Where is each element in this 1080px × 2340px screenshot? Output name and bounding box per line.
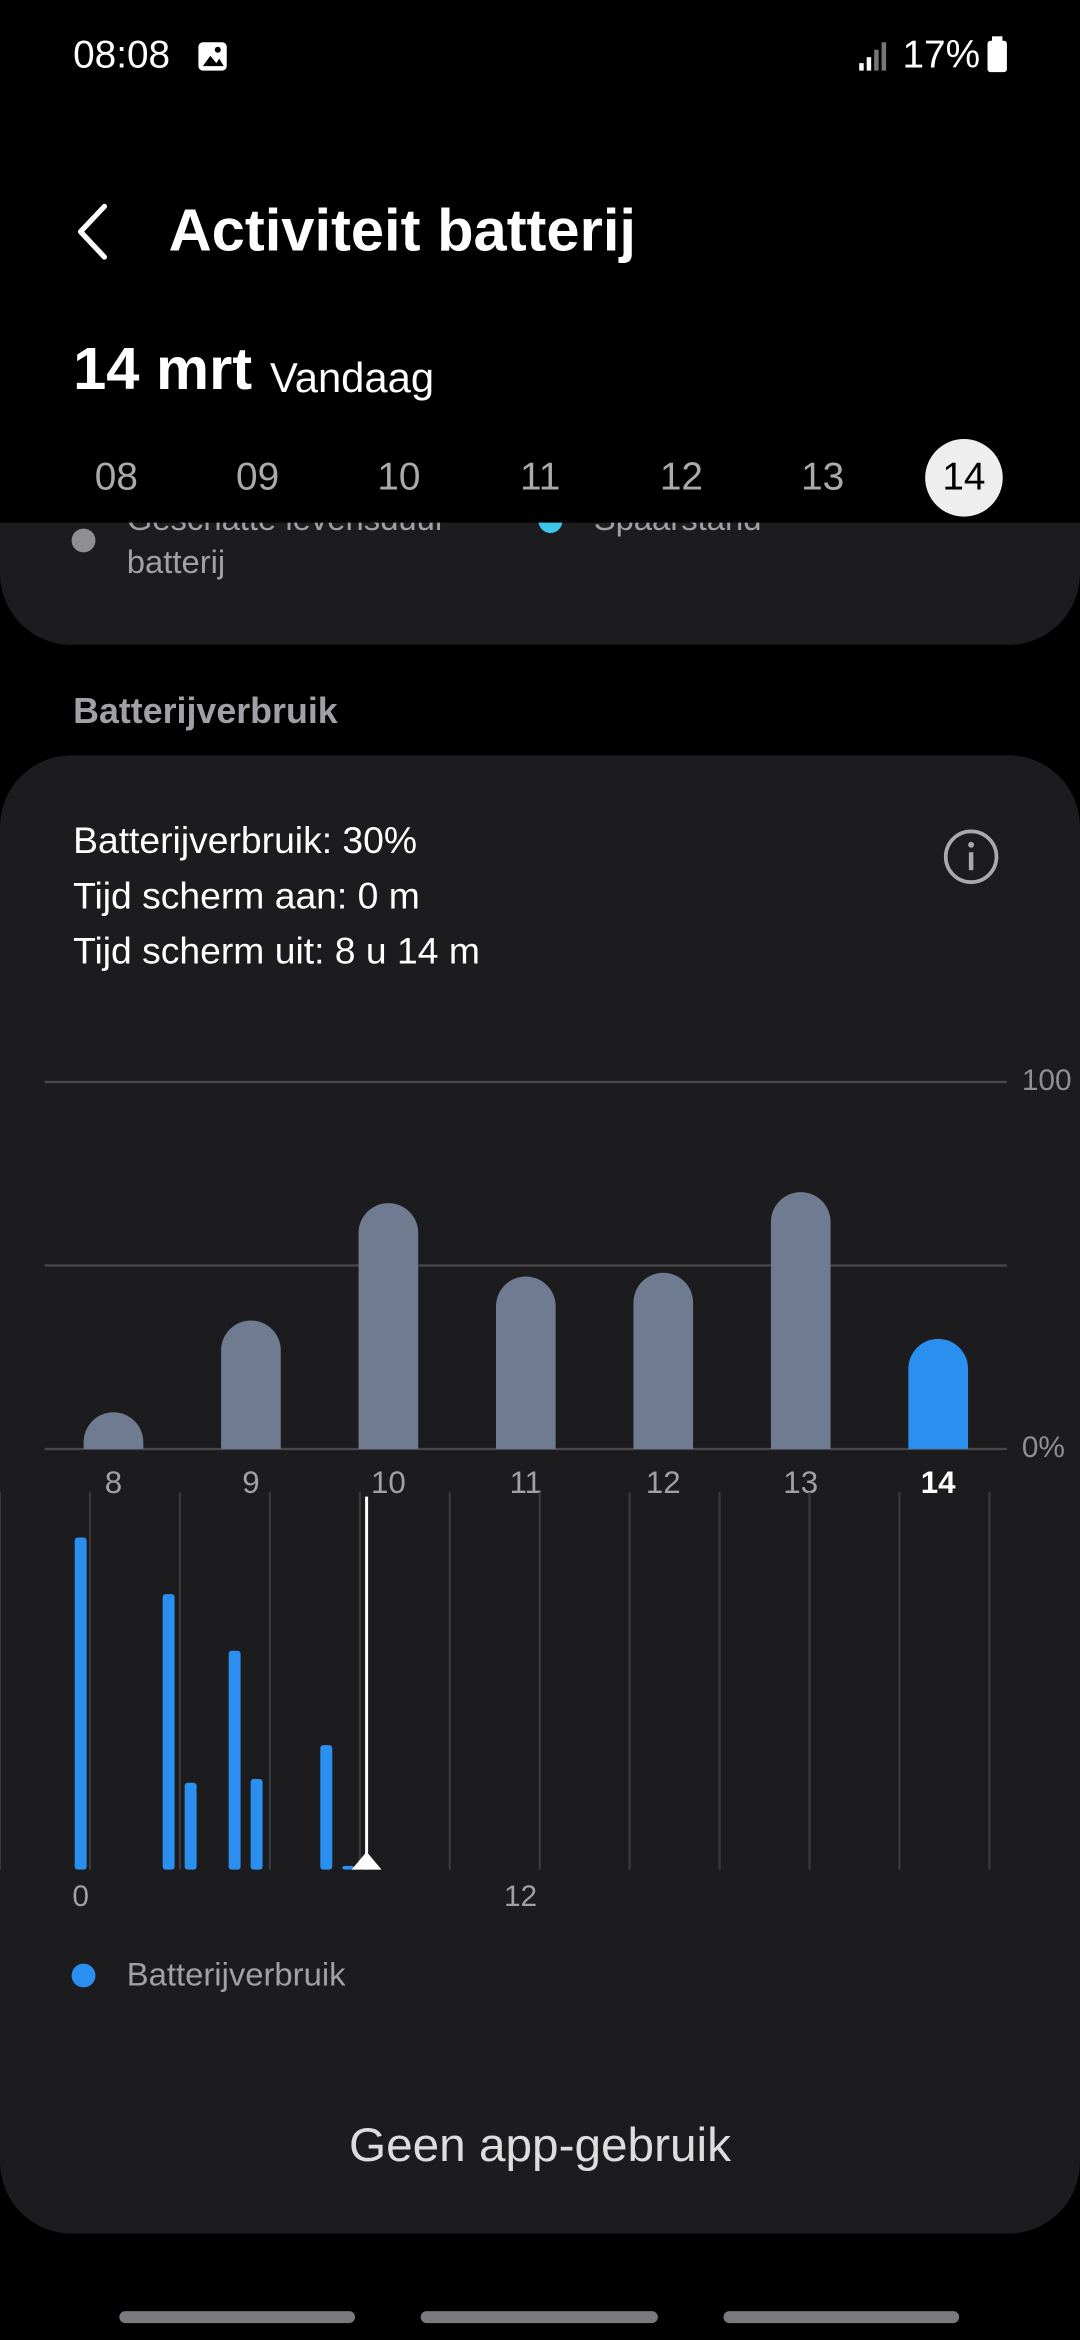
- legend-top-marker: [71, 528, 96, 553]
- legend-label: Batterijverbruik: [127, 1956, 346, 1993]
- legend-top-label: batterij: [127, 543, 225, 580]
- page-title: Activiteit batterij: [169, 196, 636, 263]
- empty-message: Geen app-gebruik: [349, 2119, 731, 2172]
- date-day: 14 mrt: [73, 335, 252, 402]
- day-option[interactable]: 10: [377, 456, 420, 499]
- signal-icon: [859, 42, 887, 71]
- y-tick-label: 0%: [1022, 1431, 1065, 1464]
- current-time-pointer: [351, 1851, 382, 1870]
- bar: [228, 1650, 241, 1870]
- bar: [495, 1276, 556, 1449]
- x-tick-label: 12: [646, 1465, 681, 1500]
- navigation-bar: [119, 2311, 960, 2324]
- x-tick-label: 12: [504, 1880, 537, 1913]
- section-title: Batterijverbruik: [73, 691, 338, 731]
- bar: [74, 1537, 87, 1870]
- bar: [83, 1412, 144, 1449]
- bar: [770, 1192, 831, 1449]
- summary-line: Tijd scherm aan: 0 m: [73, 874, 420, 916]
- hourly-chart: 0 12: [0, 1492, 991, 1913]
- daily-chart: 0% 100 8 9 10 11 12 13 14: [44, 1064, 1072, 1500]
- date-label: Vandaag: [270, 354, 434, 401]
- x-tick-label: 9: [242, 1465, 259, 1500]
- x-tick-label: 11: [510, 1465, 543, 1500]
- day-option[interactable]: 12: [660, 456, 703, 499]
- legend-marker: [71, 1963, 96, 1988]
- bar: [908, 1338, 969, 1449]
- status-time: 08:08: [73, 33, 170, 76]
- day-option[interactable]: 13: [801, 456, 844, 499]
- day-selector: 08 09 10 11 12 13 14: [95, 439, 1003, 517]
- day-option[interactable]: 11: [520, 456, 560, 499]
- day-option[interactable]: 09: [236, 456, 279, 499]
- status-battery: 17%: [902, 33, 980, 76]
- summary: Batterijverbruik: 30% Tijd scherm aan: 0 …: [73, 819, 480, 971]
- bar: [250, 1779, 263, 1870]
- battery-icon: [987, 36, 1007, 73]
- header-background: [0, 0, 1080, 523]
- bar: [221, 1320, 281, 1449]
- back-button[interactable]: [77, 203, 108, 260]
- y-tick-label: 100: [1022, 1064, 1072, 1097]
- gallery-icon: [198, 42, 227, 71]
- selected-day-highlight: [925, 439, 1003, 517]
- x-tick-label: 8: [105, 1465, 122, 1500]
- nav-recents[interactable]: [119, 2311, 356, 2324]
- nav-back[interactable]: [723, 2311, 960, 2324]
- summary-line: Batterijverbruik: 30%: [73, 819, 417, 861]
- x-tick-label: 10: [371, 1465, 406, 1500]
- bar: [342, 1865, 355, 1870]
- summary-line: Tijd scherm uit: 8 u 14 m: [73, 930, 480, 972]
- nav-home[interactable]: [420, 2311, 658, 2324]
- info-button[interactable]: [943, 829, 999, 884]
- bar: [162, 1594, 175, 1870]
- bar: [320, 1745, 333, 1870]
- day-option[interactable]: 14: [942, 456, 985, 499]
- x-tick-label: 0: [72, 1880, 89, 1913]
- bar: [358, 1203, 419, 1449]
- bar: [184, 1782, 197, 1870]
- x-tick-label: 13: [783, 1465, 818, 1500]
- x-tick-label: 14: [921, 1465, 956, 1500]
- bar: [633, 1272, 694, 1449]
- day-option[interactable]: 08: [95, 456, 138, 499]
